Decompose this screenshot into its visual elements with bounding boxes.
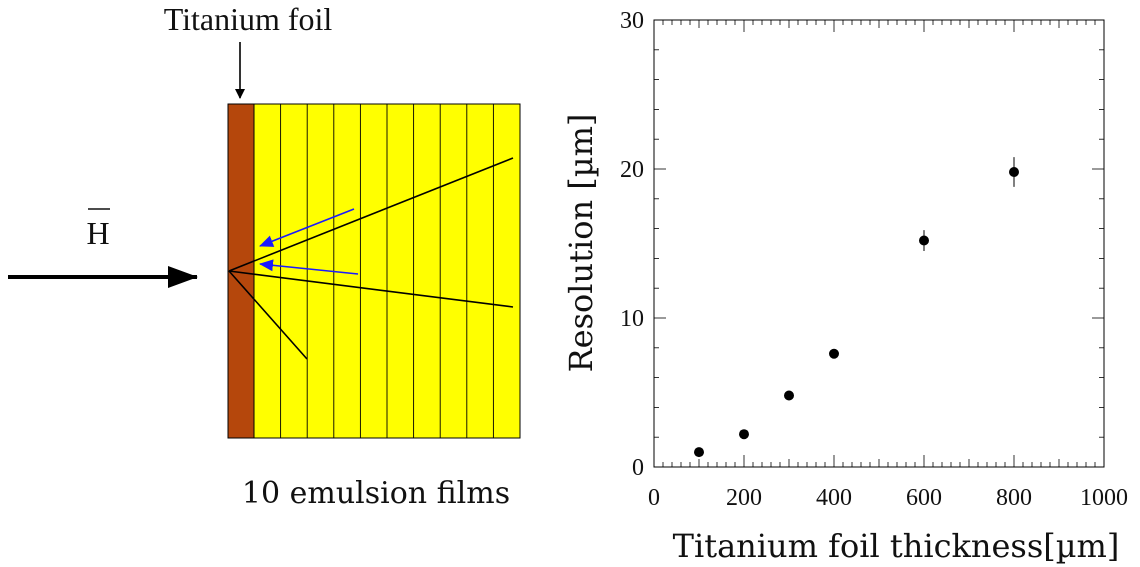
data-point	[919, 230, 929, 251]
y-axis-label: Resolution [µm]	[562, 114, 600, 373]
x-axis: 0 200 400 600 800 1000	[648, 20, 1128, 511]
x-axis-label: Titanium foil thickness[µm]	[673, 527, 1120, 565]
point-marker	[919, 235, 929, 246]
x-tick-label: 200	[726, 485, 762, 511]
track-middle	[228, 270, 514, 308]
extrapolation-arrow-lower	[259, 259, 359, 275]
y-tick-label: 10	[620, 306, 644, 332]
track-lower	[228, 270, 308, 360]
emulsion-diagram: Titanium foil H 10 emulsion films	[8, 1, 521, 511]
data-points	[694, 157, 1019, 458]
point-marker	[784, 390, 794, 401]
y-tick-label: 30	[620, 8, 644, 34]
data-point	[739, 429, 749, 440]
point-marker	[829, 348, 839, 359]
track-upper	[228, 157, 514, 272]
film-dividers	[280, 104, 494, 438]
titanium-foil-label: Titanium foil	[164, 1, 333, 37]
y-tick-label: 0	[632, 455, 644, 481]
data-point	[694, 447, 704, 458]
emulsion-stack	[227, 103, 521, 439]
x-tick-label: 600	[906, 485, 942, 511]
extrapolation-arrow-upper	[259, 208, 355, 247]
plot-frame	[653, 19, 1105, 468]
point-marker	[739, 429, 749, 440]
titanium-foil	[227, 103, 255, 439]
x-tick-label: 1000	[1080, 485, 1128, 511]
films-label: 10 emulsion films	[242, 476, 510, 511]
resolution-chart: 0 200 400 600 800 1000 0 10 20 30 Titanium foil …	[562, 8, 1128, 565]
x-tick-label: 800	[996, 485, 1032, 511]
x-tick-label: 0	[648, 485, 660, 511]
x-tick-label: 400	[816, 485, 852, 511]
data-point	[829, 348, 839, 359]
antihydrogen-label: H	[86, 215, 109, 251]
y-axis: 0 10 20 30	[620, 8, 1104, 481]
point-marker	[694, 447, 704, 458]
data-point	[784, 390, 794, 401]
data-point	[1009, 157, 1019, 187]
y-tick-label: 20	[620, 157, 644, 183]
point-marker	[1009, 166, 1019, 177]
